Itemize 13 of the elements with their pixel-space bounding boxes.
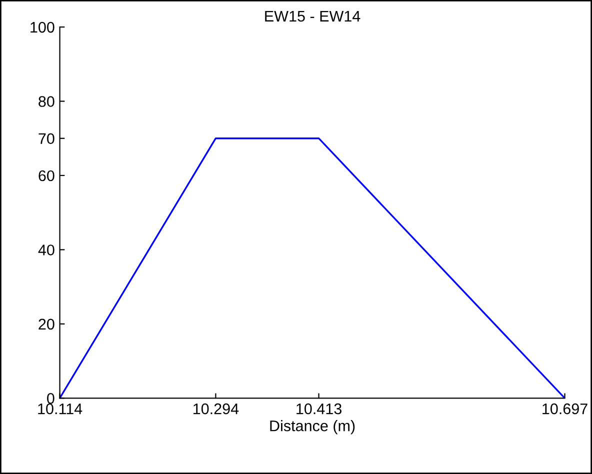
chart-title: EW15 - EW14 — [265, 10, 360, 22]
x-tick-label: 10.114 — [38, 403, 82, 414]
y-tick-label: 20 — [38, 318, 54, 330]
y-tick-label: 100 — [30, 22, 54, 33]
y-tick-label: 70 — [38, 133, 54, 144]
y-tick-label: 80 — [38, 96, 54, 107]
y-tick-label: 40 — [38, 244, 54, 256]
x-tick-label: 10.413 — [296, 403, 342, 414]
x-tick-label: 10.294 — [194, 403, 239, 414]
x-tick-label: 10.697 — [542, 403, 588, 414]
y-tick-label: 60 — [38, 170, 54, 182]
y-tick-label: 0 — [47, 393, 54, 404]
x-axis-title: Distance (m) — [270, 420, 355, 434]
